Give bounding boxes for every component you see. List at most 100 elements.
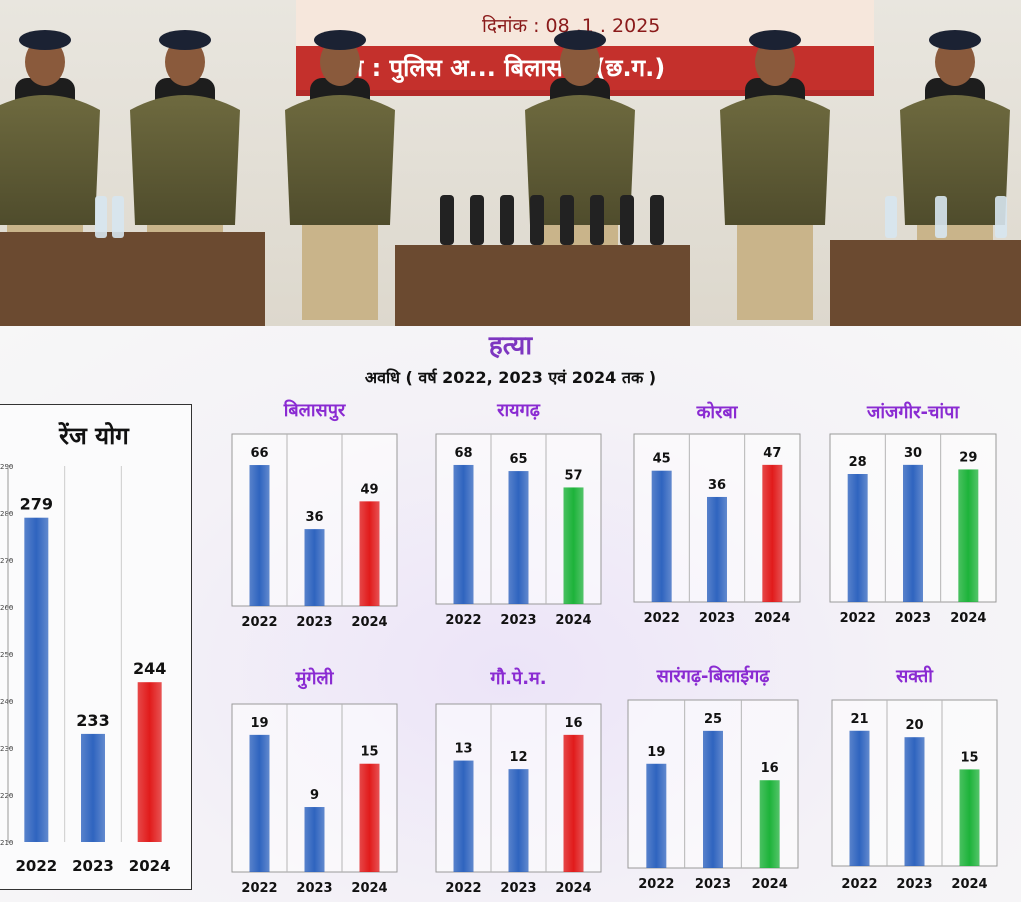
microphone-1 [440,195,454,245]
range-y-tick-240: 240 [0,698,13,706]
panel-2-value-label-2022: 68 [454,446,472,461]
range-value-label-2023: 233 [76,711,109,730]
panel-7-x-tick-2024: 2024 [752,877,788,892]
panel-8-bar-2023 [904,737,925,866]
officer-5 [720,30,830,320]
table-right [830,240,1021,326]
water-bottle-2 [112,196,124,238]
range-y-tick-250: 250 [0,651,13,659]
microphone-6 [590,195,604,245]
microphone-5 [560,195,574,245]
panel-4-x-tick-2023: 2023 [895,611,931,626]
panel-1-x-tick-2023: 2023 [296,615,332,630]
panel-4-title: जांजगीर-चांपा [866,401,960,423]
panel-4-x-tick-2022: 2022 [840,611,876,626]
panel-4-bar-2022 [847,474,868,602]
bar-charts: 66 2022 36 2023 49 2024 बिलासपुर 68 2022 65 2023 57… [0,399,998,896]
panel-1-bar-2023 [304,529,325,606]
officer-3-uniform [285,95,395,225]
panel-7-x-tick-2023: 2023 [695,877,731,892]
panel-8-title: सक्ती [895,665,934,687]
panel-3-x-tick-2022: 2022 [644,611,680,626]
water-bottle-5 [995,196,1007,238]
microphone-4 [530,195,544,245]
panel-6-x-tick-2024: 2024 [555,881,591,896]
panel-1-bar-2022 [249,465,270,606]
range-total-title: रेंज योग [59,422,129,450]
panel-3-title: कोरबा [696,401,739,423]
panel-1-value-label-2024: 49 [360,482,378,497]
officer-1-beret [19,30,71,50]
panel-7-bar-2022 [646,763,667,868]
panel-7-value-label-2023: 25 [704,712,722,727]
panel-5-value-label-2022: 19 [250,716,268,731]
panel-1-title: बिलासपुर [283,399,346,422]
chart-subtitle: अवधि ( वर्ष 2022, 2023 एवं 2024 तक ) [364,368,657,387]
panel-5-bar-2022 [249,734,270,872]
water-bottle-3 [885,196,897,238]
officer-6-uniform [900,95,1010,225]
panel-4-value-label-2022: 28 [849,455,867,470]
range-y-tick-220: 220 [0,792,13,800]
panel-8-bar-2022 [849,730,870,866]
officers-illustration [0,30,1021,326]
officer-2-uniform [130,95,240,225]
panel-3-bar-2022 [651,470,672,602]
range-y-tick-270: 270 [0,557,13,565]
panel-8-value-label-2022: 21 [850,712,868,727]
panel-1-x-tick-2024: 2024 [351,615,387,630]
microphone-2 [470,195,484,245]
panel-2-bar-2024 [563,487,584,604]
range-y-tick-230: 230 [0,745,13,753]
range-y-tick-260: 260 [0,604,13,612]
panel-5-value-label-2024: 15 [360,745,378,760]
panel-1-bar-2024 [359,501,380,606]
panel-4-value-label-2024: 29 [959,450,977,465]
range-y-tick-290: 290 [0,463,13,471]
panel-6-value-label-2022: 13 [454,742,472,757]
panel-8-x-tick-2023: 2023 [896,877,932,892]
panel-6-x-tick-2023: 2023 [500,881,536,896]
officer-1-face [25,38,65,86]
range-bar-2023 [81,733,105,842]
water-bottle-4 [935,196,947,238]
range-bar-2022 [24,517,49,842]
officer-5-trousers [737,225,813,320]
panel-6-value-label-2024: 16 [564,716,582,731]
panel-1-value-label-2022: 66 [250,446,268,461]
range-x-tick-2022: 2022 [15,857,57,875]
water-bottle-1 [95,196,107,238]
panel-3-value-label-2023: 36 [708,478,726,493]
panel-8-x-tick-2022: 2022 [841,877,877,892]
panel-7-value-label-2022: 19 [647,745,665,760]
chart-section: हत्या अवधि ( वर्ष 2022, 2023 एवं 2024 तक… [0,326,1021,902]
panel-2-bar-2023 [508,471,529,604]
panel-2-x-tick-2023: 2023 [500,613,536,628]
officer-5-face [755,38,795,86]
panel-8-value-label-2023: 20 [905,718,923,733]
chart-main-title: हत्या [488,331,533,361]
panel-7-bar-2024 [759,780,780,868]
officer-3-trousers [302,225,378,320]
panel-4-value-label-2023: 30 [904,446,922,461]
panel-7-bar-2023 [703,730,723,868]
panel-6-bar-2022 [453,760,474,872]
range-value-label-2024: 244 [133,659,166,678]
officer-6-beret [929,30,981,50]
officer-2-face [165,38,205,86]
officer-3-face [320,38,360,86]
panel-2-value-label-2023: 65 [509,452,527,467]
range-bar-2024 [137,682,162,842]
panel-2-title: रायगढ़ [496,400,541,421]
panel-3-bar-2024 [762,464,783,602]
panel-1-value-label-2023: 36 [305,510,323,525]
officer-4-face [560,38,600,86]
banner-date: दिनांक : 08 .1 . 2025 [482,15,661,37]
range-y-tick-280: 280 [0,510,13,518]
officer-1-uniform [0,95,100,225]
range-value-label-2022: 279 [20,495,53,514]
panel-5-bar-2023 [304,807,325,872]
panel-7-title: सारंगढ़-बिलाईगढ़ [656,665,771,687]
table-center [395,245,690,326]
table-left [0,232,265,326]
